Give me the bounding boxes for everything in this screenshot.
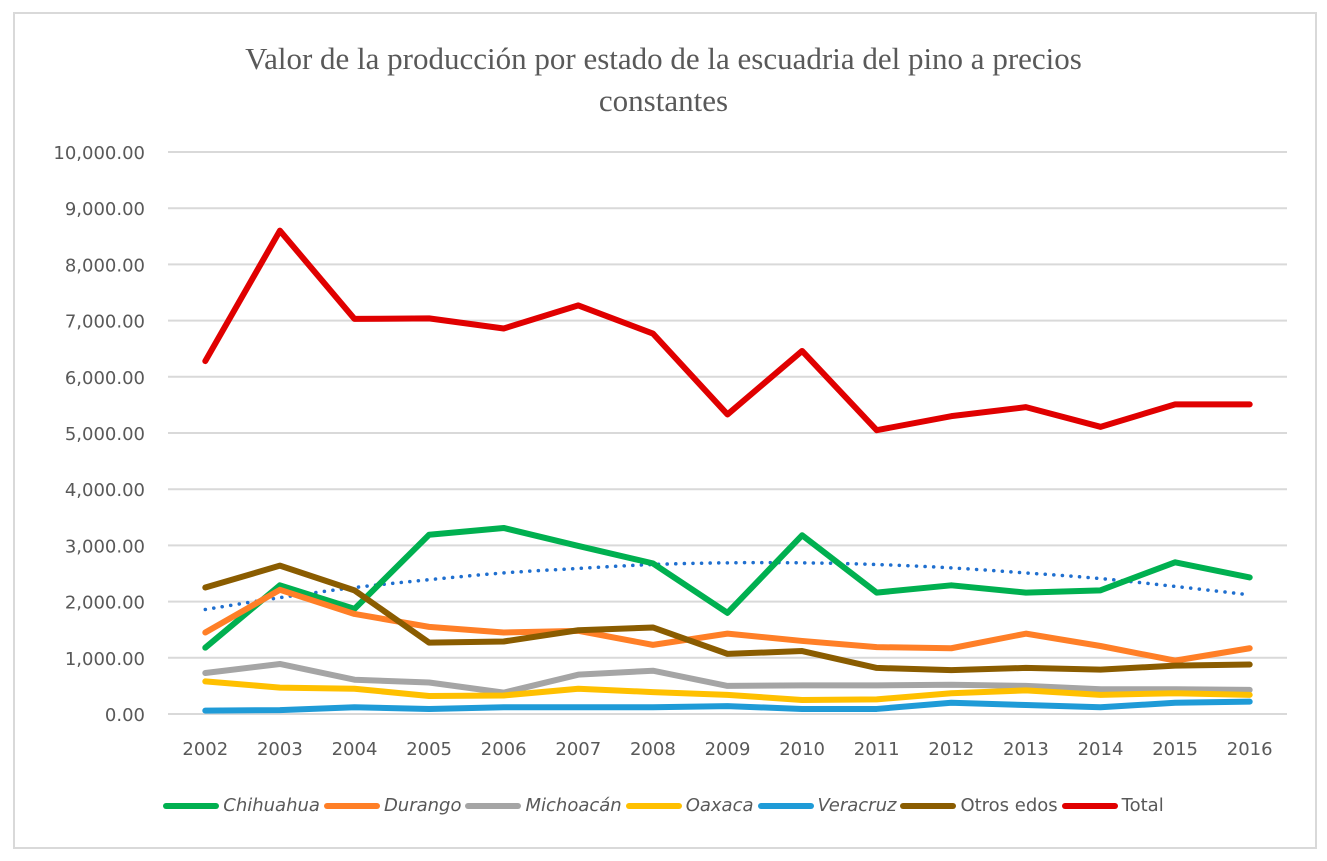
legend-label: Chihuahua [223, 795, 320, 816]
series-veracruz [202, 698, 1253, 714]
y-axis-tick-labels: 0.00 1,000.00 2,000.00 3,000.00 4,000.00 5,00… [53, 143, 145, 726]
x-tick-label: 2006 [481, 739, 527, 760]
legend-swatch [1061, 802, 1118, 809]
y-tick-label: 9,000.00 [65, 199, 145, 220]
y-tick-label: 2,000.00 [65, 593, 145, 614]
x-tick-label: 2016 [1227, 739, 1273, 760]
x-tick-label: 2004 [332, 739, 378, 760]
y-tick-label: 1,000.00 [65, 649, 145, 670]
legend-swatch [625, 802, 682, 809]
y-tick-label: 4,000.00 [65, 480, 145, 501]
y-tick-label: 7,000.00 [65, 312, 145, 333]
legend-item: Otros edos [900, 795, 1058, 816]
x-tick-label: 2009 [705, 739, 751, 760]
x-tick-label: 2013 [1003, 739, 1049, 760]
gridlines [168, 151, 1287, 715]
x-tick-label: 2014 [1078, 739, 1124, 760]
y-tick-label: 3,000.00 [65, 536, 145, 557]
chart-title-line-2: constantes [598, 83, 729, 118]
legend-item: Oaxaca [625, 795, 754, 816]
legend-swatch [757, 802, 814, 809]
x-axis-tick-labels: 2002 2003 2004 2005 2006 2007 2008 2009 2010 2011… [182, 739, 1272, 760]
x-tick-label: 2012 [928, 739, 974, 760]
legend-swatch [900, 802, 957, 809]
x-tick-label: 2003 [257, 739, 303, 760]
y-tick-label: 8,000.00 [65, 255, 145, 276]
x-tick-label: 2002 [182, 739, 228, 760]
legend-item: Michoacán [465, 795, 622, 816]
series-durango [202, 586, 1253, 664]
legend-item: Durango [323, 795, 462, 816]
x-tick-label: 2005 [406, 739, 452, 760]
legend-label: Michoacán [525, 795, 622, 816]
legend-item: Total [1061, 795, 1164, 816]
series-total [202, 227, 1253, 434]
legend-item: Chihuahua [163, 795, 320, 816]
series-oaxaca [202, 678, 1253, 703]
y-tick-label: 0.00 [105, 705, 145, 726]
legend-label: Otros edos [960, 795, 1058, 816]
legend-label: Veracruz [817, 795, 897, 816]
x-tick-label: 2011 [854, 739, 900, 760]
legend-swatch [323, 802, 380, 809]
legend-item: Veracruz [757, 795, 897, 816]
x-tick-label: 2015 [1152, 739, 1198, 760]
x-tick-label: 2007 [555, 739, 601, 760]
x-tick-label: 2008 [630, 739, 676, 760]
legend-swatch [465, 802, 522, 809]
legend-label: Total [1121, 795, 1164, 816]
legend-label: Oaxaca [685, 795, 754, 816]
series-chihuahua [202, 524, 1253, 651]
series-otros-edos [202, 562, 1253, 674]
y-tick-label: 6,000.00 [65, 368, 145, 389]
series-line [202, 227, 1253, 434]
legend-swatch [163, 802, 220, 809]
legend: Chihuahua Durango Michoacán Oaxaca Veracruz O… [0, 795, 1327, 816]
legend-label: Durango [383, 795, 462, 816]
series-group [202, 227, 1253, 714]
y-tick-label: 5,000.00 [65, 424, 145, 445]
x-tick-label: 2010 [779, 739, 825, 760]
chart-title-line-1: Valor de la producción por estado de la … [245, 41, 1082, 76]
y-tick-label: 10,000.00 [53, 143, 145, 164]
